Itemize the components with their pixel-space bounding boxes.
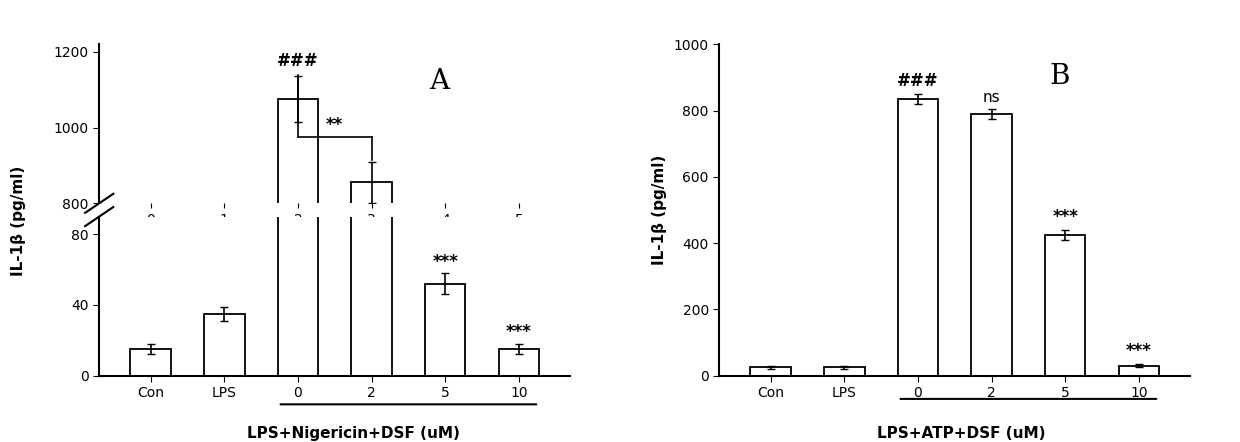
Bar — [898, 99, 939, 376]
Text: IL-1β (pg/ml): IL-1β (pg/ml) — [11, 166, 26, 276]
Text: LPS+ATP+DSF (uM): LPS+ATP+DSF (uM) — [877, 426, 1045, 441]
Text: ***: *** — [1126, 342, 1152, 360]
Text: A: A — [429, 68, 449, 95]
Text: ***: *** — [433, 252, 458, 271]
Text: LPS+Nigericin+DSF (uM): LPS+Nigericin+DSF (uM) — [247, 426, 460, 441]
Text: ###: ### — [278, 52, 319, 69]
Bar — [278, 99, 319, 442]
Text: B: B — [1049, 63, 1070, 90]
Bar — [425, 284, 465, 376]
Bar — [351, 183, 392, 442]
Text: ns: ns — [983, 90, 1001, 105]
Text: ***: *** — [506, 323, 532, 341]
Bar — [750, 367, 791, 376]
Text: ***: *** — [1053, 208, 1078, 226]
Bar — [278, 0, 319, 376]
Text: **: ** — [326, 116, 343, 134]
Bar — [498, 349, 539, 376]
Bar — [130, 349, 171, 376]
Bar — [825, 367, 864, 376]
Bar — [205, 314, 244, 376]
Text: ###: ### — [898, 72, 939, 90]
Y-axis label: IL-1β (pg/ml): IL-1β (pg/ml) — [652, 155, 667, 265]
Bar — [1118, 366, 1159, 376]
Bar — [351, 0, 392, 376]
Bar — [1045, 235, 1085, 376]
Bar — [971, 114, 1012, 376]
